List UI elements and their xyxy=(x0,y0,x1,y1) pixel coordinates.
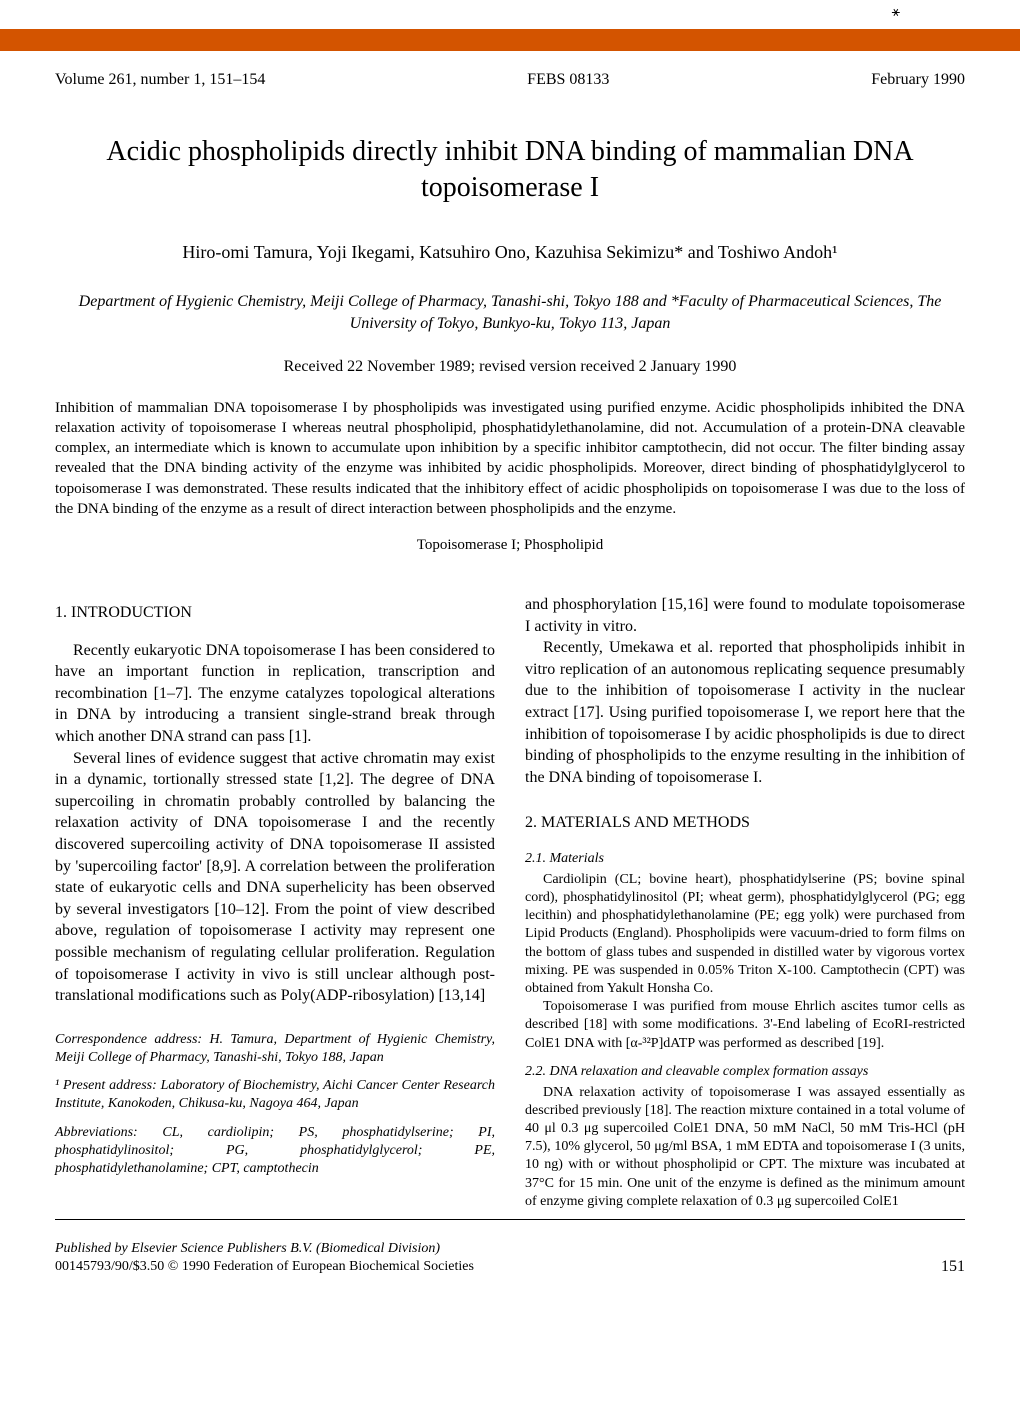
received-date: Received 22 November 1989; revised versi… xyxy=(55,358,965,376)
materials-paragraph-2: Topoisomerase I was purified from mouse … xyxy=(525,998,965,1053)
dna-relaxation-paragraph: DNA relaxation activity of topoisomerase… xyxy=(525,1084,965,1211)
page-number: 151 xyxy=(941,1258,965,1276)
publisher-line: Published by Elsevier Science Publishers… xyxy=(55,1240,474,1258)
header-right: February 1990 xyxy=(871,71,965,89)
copyright-line: 00145793/90/$3.50 © 1990 Federation of E… xyxy=(55,1258,474,1276)
intro-paragraph-1: Recently eukaryotic DNA topoisomerase I … xyxy=(55,640,495,748)
materials-paragraph-1: Cardiolipin (CL; bovine heart), phosphat… xyxy=(525,871,965,998)
left-column: 1. INTRODUCTION Recently eukaryotic DNA … xyxy=(55,594,495,1211)
two-column-body: 1. INTRODUCTION Recently eukaryotic DNA … xyxy=(55,594,965,1211)
materials-subheading: 2.1. Materials xyxy=(525,850,965,869)
intro-heading: 1. INTRODUCTION xyxy=(55,602,495,624)
present-address: ¹ Present address: Laboratory of Biochem… xyxy=(55,1077,495,1113)
affiliation: Department of Hygienic Chemistry, Meiji … xyxy=(55,291,965,336)
top-mark: ⚹ xyxy=(0,0,1020,21)
footer-left: Published by Elsevier Science Publishers… xyxy=(55,1240,474,1276)
correspondence-address: Correspondence address: H. Tamura, Depar… xyxy=(55,1031,495,1067)
page-content: Volume 261, number 1, 151–154 FEBS 08133… xyxy=(0,71,1020,1306)
materials-methods-heading: 2. MATERIALS AND METHODS xyxy=(525,812,965,834)
header-center: FEBS 08133 xyxy=(527,71,609,89)
header-row: Volume 261, number 1, 151–154 FEBS 08133… xyxy=(55,71,965,89)
intro-paragraph-2: Several lines of evidence suggest that a… xyxy=(55,748,495,1007)
dna-relaxation-subheading: 2.2. DNA relaxation and cleavable comple… xyxy=(525,1063,965,1082)
keywords: Topoisomerase I; Phospholipid xyxy=(55,537,965,554)
header-left: Volume 261, number 1, 151–154 xyxy=(55,71,265,89)
col2-paragraph-1: and phosphorylation [15,16] were found t… xyxy=(525,594,965,637)
authors: Hiro-omi Tamura, Yoji Ikegami, Katsuhiro… xyxy=(55,242,965,263)
orange-bar xyxy=(0,29,1020,51)
footer-divider xyxy=(55,1219,965,1220)
right-column: and phosphorylation [15,16] were found t… xyxy=(525,594,965,1211)
footer-row: Published by Elsevier Science Publishers… xyxy=(55,1240,965,1276)
article-title: Acidic phospholipids directly inhibit DN… xyxy=(55,134,965,207)
abbreviations: Abbreviations: CL, cardiolipin; PS, phos… xyxy=(55,1124,495,1179)
footnote-block: Correspondence address: H. Tamura, Depar… xyxy=(55,1031,495,1178)
abstract: Inhibition of mammalian DNA topoisomeras… xyxy=(55,398,965,520)
col2-paragraph-2: Recently, Umekawa et al. reported that p… xyxy=(525,637,965,788)
